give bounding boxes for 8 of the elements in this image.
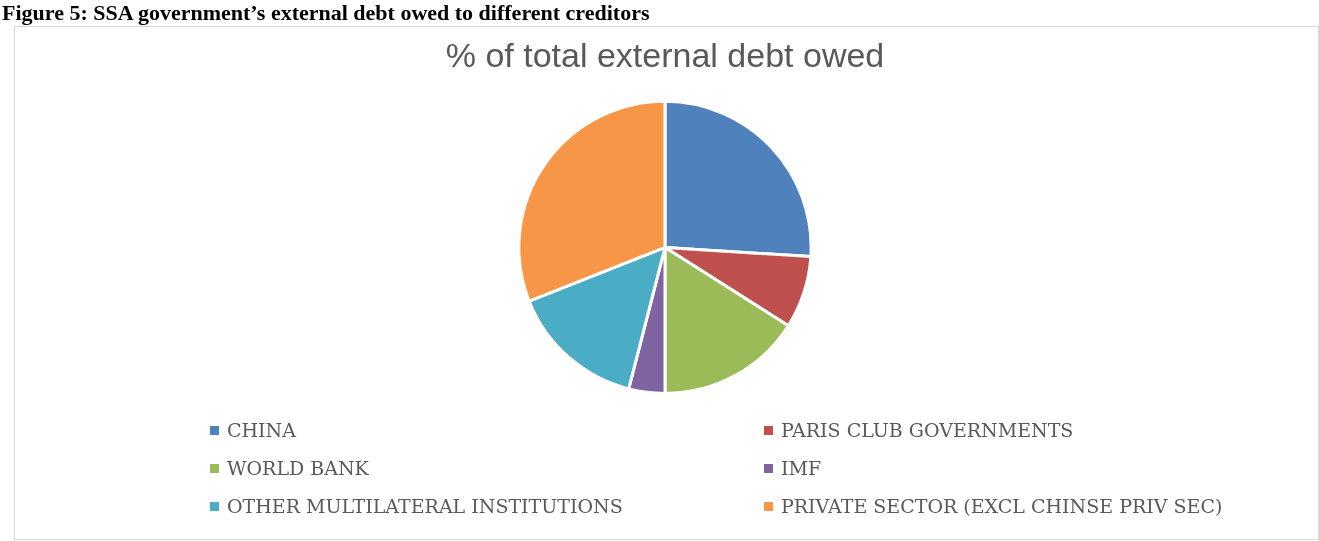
legend-label: WORLD BANK — [227, 457, 369, 479]
legend-label: PARIS CLUB GOVERNMENTS — [781, 419, 1074, 441]
chart-title: % of total external debt owed — [445, 35, 885, 74]
legend-label: OTHER MULTILATERAL INSTITUTIONS — [227, 495, 623, 517]
legend-label: IMF — [781, 457, 822, 479]
legend-label: CHINA — [227, 419, 296, 441]
caption: Figure 5: SSA government’s external debt owed to different creditors — [1, 0, 651, 26]
legend-label: PRIVATE SECTOR (EXCL CHINSE PRIV SEC) — [781, 495, 1223, 517]
